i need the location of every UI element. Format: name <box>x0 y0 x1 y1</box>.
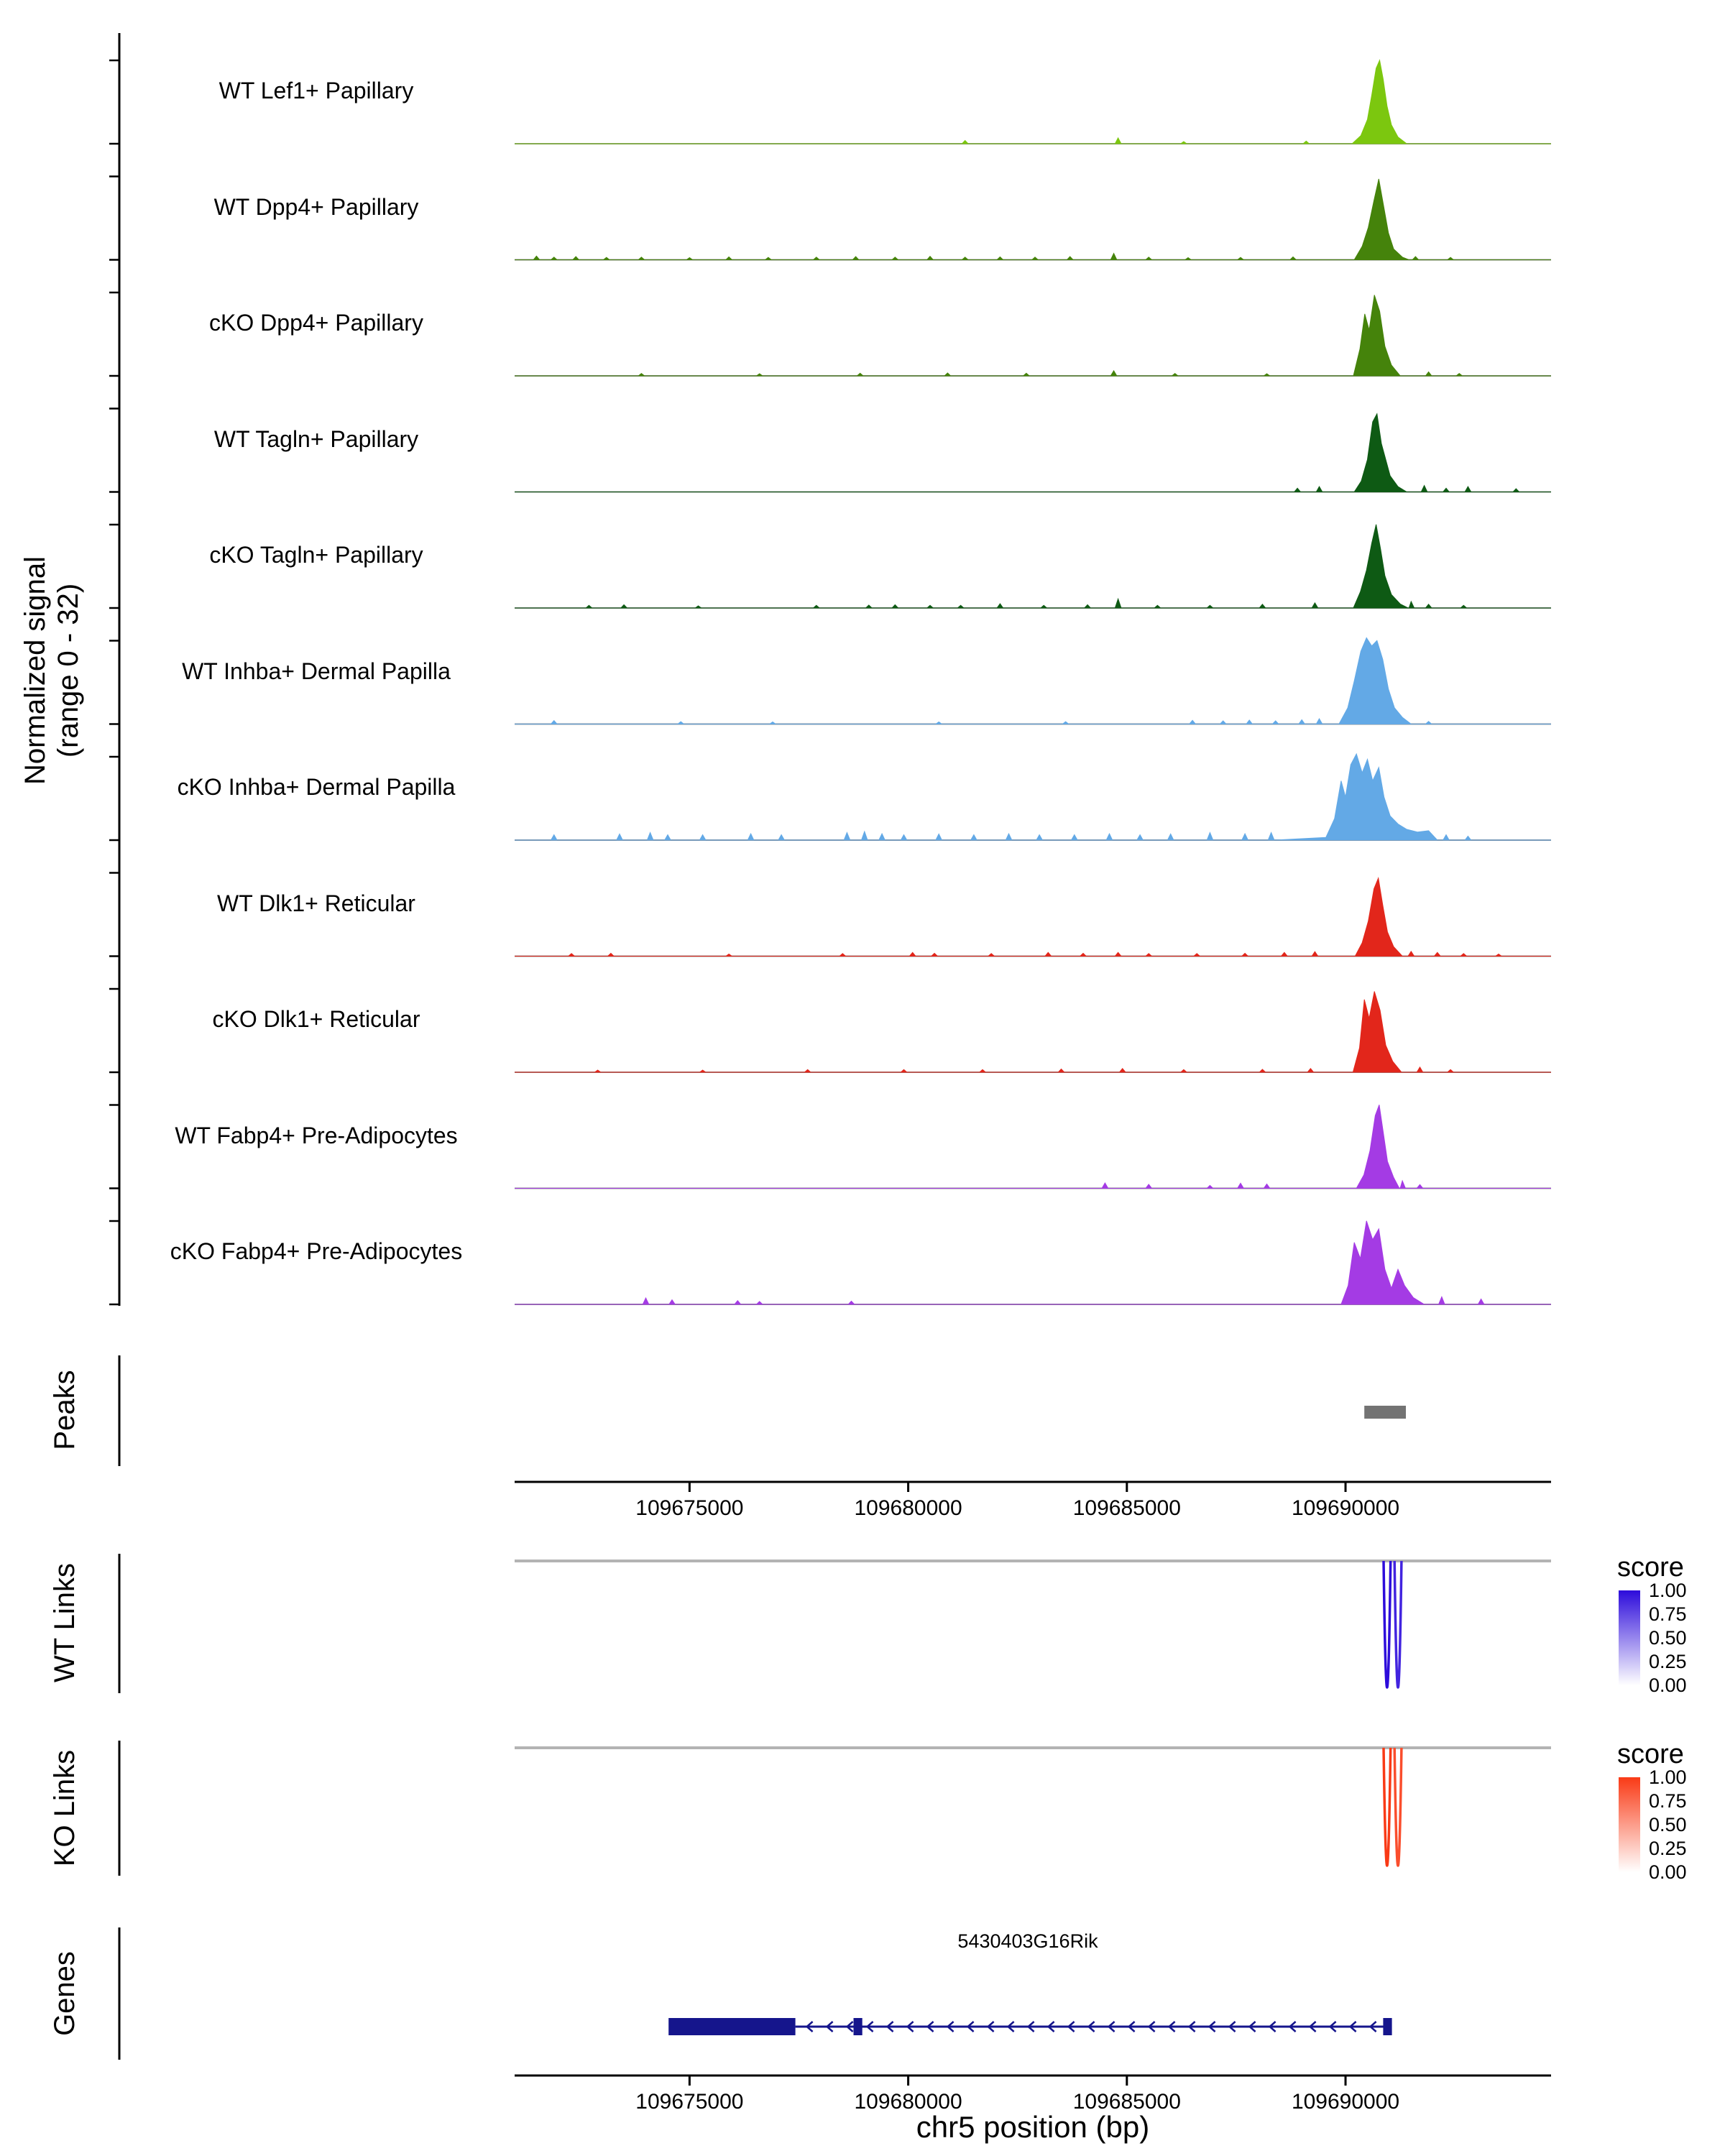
x-axis-tick-label: 109685000 <box>1072 2090 1181 2114</box>
track-label: WT Fabp4+ Pre-Adipocytes <box>175 1122 458 1148</box>
gene-name-label: 5430403G16Rik <box>957 1930 1098 1952</box>
gene-strand-arrow <box>1328 2021 1337 2032</box>
wt-score-legend-row: 1.00 0.75 0.50 0.25 0.00 <box>1617 1580 1725 1698</box>
score-legend-title: score <box>1617 1739 1684 1769</box>
coverage-signal <box>515 637 1551 724</box>
ko-link-arc <box>1382 1747 1392 1867</box>
gene-strand-arrow <box>1046 2021 1055 2032</box>
track-label: WT Lef1+ Papillary <box>218 78 414 103</box>
x-axis-tick-label: 109690000 <box>1291 1496 1400 1520</box>
coverage-signal <box>515 178 1551 260</box>
coverage-signal <box>515 752 1551 841</box>
gene-strand-arrow <box>1208 2021 1216 2032</box>
legend-tick-label: 1.00 <box>1649 1580 1687 1601</box>
wt-links-section-label: WT Links <box>49 1563 80 1682</box>
y-axis-label: Normalized signal (range 0 - 32) <box>19 556 85 785</box>
coverage-signal <box>515 524 1551 609</box>
ko-links-section-label: KO Links <box>49 1749 80 1867</box>
x-axis-tick-label: 109680000 <box>854 2090 962 2114</box>
ko-score-legend: score 1.00 0.75 0.50 0.25 0.00 <box>1617 1739 1725 1885</box>
gene-strand-arrow <box>1368 2021 1377 2032</box>
gene-strand-arrow <box>966 2021 975 2032</box>
gene-strand-arrow <box>1248 2021 1256 2032</box>
legend-tick-label: 0.00 <box>1649 1861 1687 1883</box>
score-legend-title: score <box>1617 1552 1684 1583</box>
legend-tick-label: 0.00 <box>1649 1674 1687 1696</box>
coverage-signal <box>515 876 1551 957</box>
gene-strand-arrow <box>825 2021 834 2032</box>
ko-score-legend-ticks: 1.00 0.75 0.50 0.25 0.00 <box>1649 1767 1725 1882</box>
gene-strand-arrow <box>1067 2021 1075 2032</box>
gene-exon <box>668 2018 796 2035</box>
gene-strand-arrow <box>1087 2021 1095 2032</box>
track-label: WT Tagln+ Papillary <box>213 425 419 452</box>
track-label: cKO Fabp4+ Pre-Adipocytes <box>170 1238 463 1264</box>
gene-strand-arrow <box>946 2021 954 2032</box>
track-label: WT Dpp4+ Papillary <box>213 193 419 220</box>
ko-score-gradient-bar <box>1619 1777 1640 1872</box>
gene-strand-arrow <box>986 2021 995 2032</box>
gene-strand-arrow <box>886 2021 894 2032</box>
gene-strand-arrow <box>1107 2021 1116 2032</box>
gene-strand-arrow <box>906 2021 914 2032</box>
gene-strand-arrow <box>1288 2021 1297 2032</box>
gene-strand-arrow <box>926 2021 934 2032</box>
gene-strand-arrow <box>1187 2021 1196 2032</box>
y-axis-label-line2: (range 0 - 32) <box>52 583 84 758</box>
x-axis-title: chr5 position (bp) <box>916 2110 1150 2144</box>
track-label: WT Inhba+ Dermal Papilla <box>182 658 451 684</box>
x-axis-tick-label: 109690000 <box>1291 2090 1400 2114</box>
x-axis-tick-label: 109680000 <box>854 1496 962 1520</box>
gene-strand-arrow <box>1308 2021 1317 2032</box>
legend-tick-label: 0.25 <box>1649 1838 1687 1859</box>
gene-strand-arrow <box>845 2021 854 2032</box>
ko-score-legend-row: 1.00 0.75 0.50 0.25 0.00 <box>1617 1767 1725 1885</box>
wt-score-gradient-bar <box>1619 1590 1640 1685</box>
coverage-signal <box>515 413 1551 492</box>
legend-tick-label: 1.00 <box>1649 1766 1687 1788</box>
coverage-signal <box>515 59 1551 144</box>
track-label: cKO Dlk1+ Reticular <box>212 1006 420 1032</box>
gene-exon <box>853 2018 862 2035</box>
legend-tick-label: 0.50 <box>1649 1627 1687 1649</box>
coverage-signal <box>515 1105 1551 1189</box>
wt-link-arc <box>1382 1560 1392 1689</box>
track-label: cKO Inhba+ Dermal Papilla <box>177 774 456 800</box>
x-axis-tick-label: 109685000 <box>1072 1496 1181 1520</box>
x-axis-tick-label: 109675000 <box>635 2090 744 2114</box>
gene-strand-arrow <box>1026 2021 1035 2032</box>
legend-tick-label: 0.75 <box>1649 1790 1687 1812</box>
gene-strand-arrow <box>1006 2021 1015 2032</box>
gene-strand-arrow <box>1268 2021 1276 2032</box>
wt-score-legend: score 1.00 0.75 0.50 0.25 0.00 <box>1617 1552 1725 1698</box>
peak-interval <box>1364 1406 1406 1419</box>
gene-strand-arrow <box>1348 2021 1357 2032</box>
coverage-signal <box>515 1220 1551 1305</box>
gene-strand-arrow <box>1147 2021 1156 2032</box>
track-label: cKO Dpp4+ Papillary <box>209 310 423 336</box>
gene-strand-arrow <box>805 2021 814 2032</box>
track-label: WT Dlk1+ Reticular <box>217 890 415 916</box>
gene-strand-arrow <box>865 2021 874 2032</box>
ko-link-arc <box>1393 1747 1403 1867</box>
coverage-signal <box>515 295 1551 377</box>
wt-link-arc <box>1393 1560 1403 1689</box>
gene-exon <box>1383 2018 1392 2035</box>
gene-strand-arrow <box>1167 2021 1176 2032</box>
x-axis-tick-label: 109675000 <box>635 1496 744 1520</box>
track-label: cKO Tagln+ Papillary <box>209 542 423 568</box>
legend-tick-label: 0.25 <box>1649 1651 1687 1672</box>
gene-strand-arrow <box>1228 2021 1236 2032</box>
wt-score-legend-ticks: 1.00 0.75 0.50 0.25 0.00 <box>1649 1580 1725 1695</box>
gene-strand-arrow <box>1127 2021 1136 2032</box>
peaks-section-label: Peaks <box>49 1370 80 1450</box>
y-axis-label-line1: Normalized signal <box>19 556 51 785</box>
legend-tick-label: 0.50 <box>1649 1814 1687 1835</box>
legend-tick-label: 0.75 <box>1649 1603 1687 1625</box>
genes-section-label: Genes <box>49 1951 80 2036</box>
coverage-signal <box>515 991 1551 1073</box>
